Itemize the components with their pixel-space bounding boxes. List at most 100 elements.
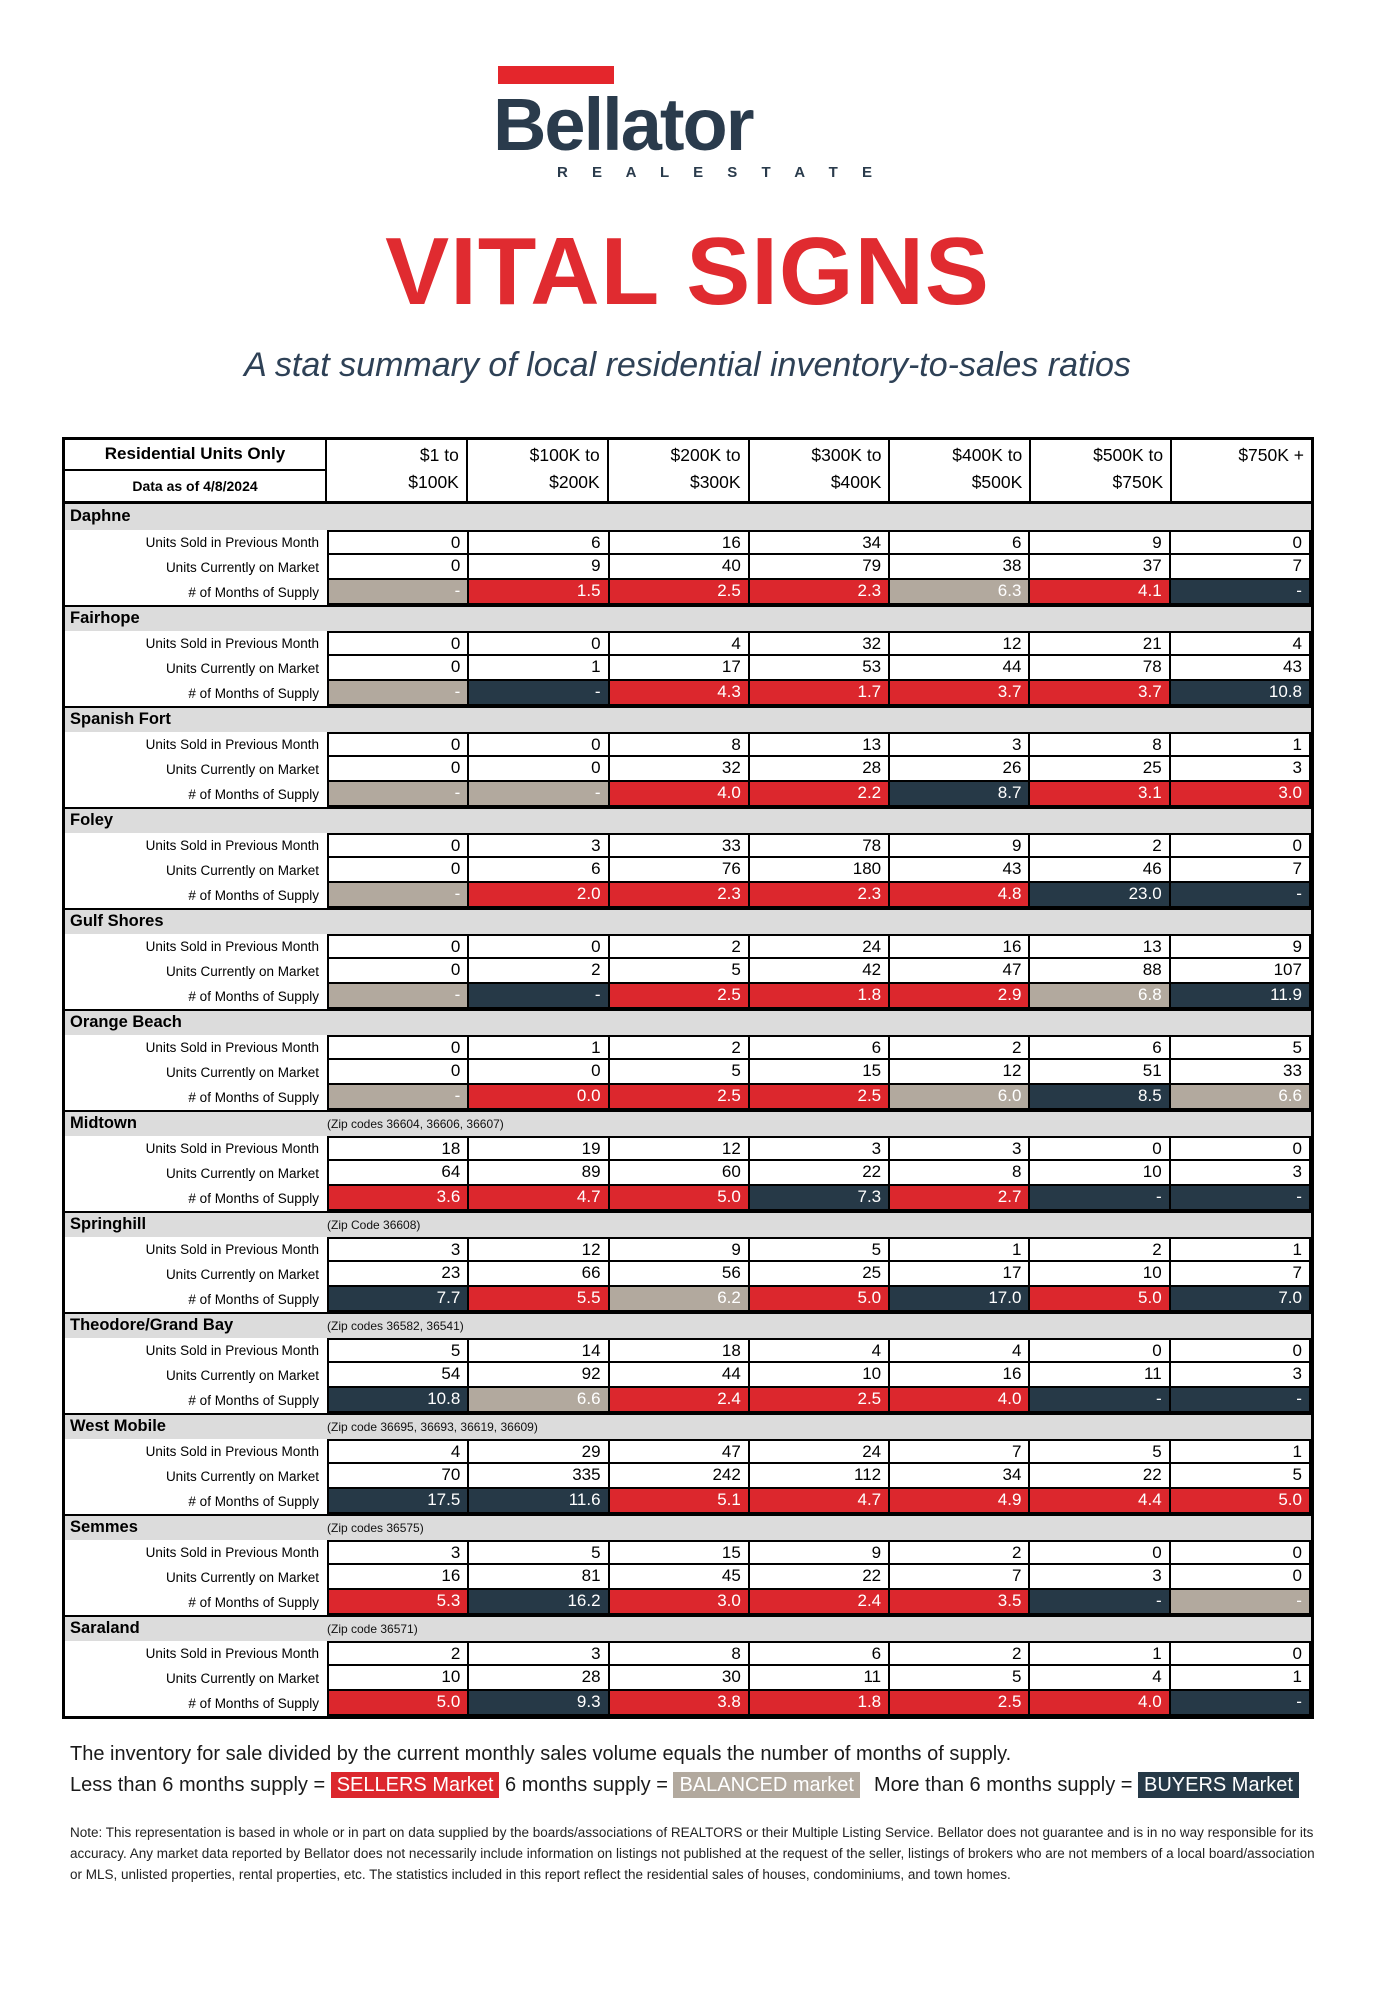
row-values: 0 0 32 28 26 25 3	[327, 756, 1311, 782]
area-zip-note: (Zip codes 36575)	[327, 1520, 424, 1535]
table-corner-cell: Residential Units Only Data as of 4/8/20…	[65, 439, 327, 501]
supply-cell-balanced: 6.8	[1030, 983, 1171, 1009]
supply-cell-sellers: 5.0	[1170, 1488, 1311, 1514]
row-values: 7.7 5.5 6.2 5.0 17.0 5.0 7.0	[327, 1286, 1311, 1312]
value-cell: 2	[1030, 1236, 1171, 1262]
row-months-of-supply: # of Months of Supply -1.5 2.5 2.3 6.3 4.1-	[65, 579, 1311, 605]
price-col-header-0: $1 to $100K	[327, 440, 466, 501]
value-cell: 0	[327, 958, 470, 984]
row-values: 3 5 15 9 2 0 0	[327, 1539, 1311, 1565]
supply-cell-sellers: 5.1	[609, 1488, 750, 1514]
row-units-sold: Units Sold in Previous Month 5 14 18 4 4 0 0	[65, 1337, 1311, 1363]
value-cell: 44	[609, 1362, 750, 1388]
balanced-market-swatch: BALANCED market	[673, 1771, 860, 1798]
supply-cell-sellers: 5.0	[609, 1185, 750, 1211]
supply-cell-sellers: 2.9	[890, 983, 1031, 1009]
row-label: Units Currently on Market	[165, 559, 319, 575]
supply-cell-sellers: 4.1	[1030, 579, 1171, 605]
row-months-of-supply: # of Months of Supply - -2.5 1.8 2.9 6.8 11.9	[65, 983, 1311, 1009]
value-cell: 5	[890, 1665, 1031, 1691]
value-cell: 64	[327, 1160, 470, 1186]
row-units-on-market: Units Currently on Market 0 6 76 180 43 46 7	[65, 857, 1311, 883]
value-cell: 4	[1030, 1665, 1171, 1691]
row-label: Units Currently on Market	[165, 1266, 319, 1282]
supply-cell-sellers: 3.7	[890, 680, 1031, 706]
row-label: Units Sold in Previous Month	[145, 534, 319, 550]
row-label: Units Currently on Market	[165, 1367, 319, 1383]
supply-cell-sellers: 4.7	[469, 1185, 610, 1211]
row-values: - -2.5 1.8 2.9 6.8 11.9	[327, 983, 1311, 1009]
value-cell: 21	[1030, 630, 1171, 656]
row-units-sold: Units Sold in Previous Month 4 29 47 24 7 5 1	[65, 1438, 1311, 1464]
value-cell: 45	[609, 1564, 750, 1590]
row-label: # of Months of Supply	[188, 1089, 319, 1105]
supply-cell-balanced: -	[327, 983, 470, 1009]
supply-cell-buyers: 7.0	[1170, 1286, 1311, 1312]
price-col-line1: $500K to	[1093, 444, 1164, 465]
row-label: Units Currently on Market	[165, 1670, 319, 1686]
legend-key-line: Less than 6 months supply = SELLERS Mark…	[70, 1771, 1375, 1798]
value-cell: 0	[327, 933, 470, 959]
supply-cell-balanced: 6.3	[890, 579, 1031, 605]
row-units-sold: Units Sold in Previous Month 0 0 4 32 12 21 4	[65, 630, 1311, 656]
value-cell: 6	[469, 857, 610, 883]
supply-cell-sellers: 4.8	[890, 882, 1031, 908]
value-cell: 6	[1030, 1034, 1171, 1060]
value-cell: 78	[1030, 655, 1171, 681]
row-label: Units Currently on Market	[165, 1468, 319, 1484]
area-daphne: Daphne Units Sold in Previous Month 0 6 16 34…	[65, 503, 1311, 605]
price-col-header-1: $100K to $200K	[465, 439, 607, 501]
value-cell: 28	[749, 756, 891, 782]
supply-cell-sellers: 4.0	[1030, 1690, 1171, 1716]
row-label: Units Currently on Market	[165, 1569, 319, 1585]
value-cell: 0	[1170, 529, 1311, 555]
price-col-line2	[1174, 469, 1304, 497]
area-header-daphne: Daphne	[65, 503, 1311, 530]
supply-cell-sellers: 2.4	[749, 1589, 891, 1615]
supply-cell-buyers: -	[1170, 1690, 1311, 1716]
value-cell: 4	[1170, 630, 1311, 656]
value-cell: 2	[609, 933, 750, 959]
value-cell: 76	[609, 857, 750, 883]
value-cell: 7	[1170, 857, 1311, 883]
row-units-on-market: Units Currently on Market 54 92 44 10 16 11 3	[65, 1362, 1311, 1388]
area-saraland: Saraland (Zip code 36571) Units Sold in Pr…	[65, 1614, 1311, 1716]
value-cell: 16	[890, 1362, 1031, 1388]
row-values: 0 1 17 53 44 78 43	[327, 655, 1311, 681]
value-cell: 0	[327, 857, 470, 883]
supply-cell-buyers: 9.3	[469, 1690, 610, 1716]
area-blocks: Daphne Units Sold in Previous Month 0 6 16 34…	[65, 503, 1311, 1716]
price-col-line2: $200K	[549, 472, 600, 493]
area-name: Orange Beach	[70, 1013, 182, 1032]
value-cell: 7	[1170, 1261, 1311, 1287]
value-cell: 30	[609, 1665, 750, 1691]
value-cell: 0	[469, 630, 610, 656]
row-label: Units Currently on Market	[165, 1165, 319, 1181]
row-values: 0 0 8 13 3 8 1	[327, 731, 1311, 757]
area-name: Gulf Shores	[70, 912, 164, 931]
row-months-of-supply: # of Months of Supply 3.6 4.7 5.0 7.3 2.7- -	[65, 1185, 1311, 1211]
supply-cell-balanced: -	[1170, 1589, 1311, 1615]
value-cell: 5	[469, 1539, 610, 1565]
corner-title: Residential Units Only	[65, 440, 325, 471]
value-cell: 17	[609, 655, 750, 681]
price-col-line1: $100K to	[529, 444, 600, 465]
logo-red-bar-icon	[497, 66, 614, 84]
value-cell: 18	[609, 1337, 750, 1363]
area-foley: Foley Units Sold in Previous Month 0 3 33 78 9…	[65, 806, 1311, 908]
value-cell: 180	[749, 857, 891, 883]
supply-cell-sellers: 1.7	[749, 680, 891, 706]
area-gulf-shores: Gulf Shores Units Sold in Previous Month 0…	[65, 907, 1311, 1009]
row-values: 3 12 9 5 1 2 1	[327, 1236, 1311, 1262]
supply-cell-sellers: 1.8	[749, 983, 891, 1009]
area-orange-beach: Orange Beach Units Sold in Previous Month…	[65, 1008, 1311, 1110]
supply-cell-buyers: 8.5	[1030, 1084, 1171, 1110]
supply-cell-sellers: 3.7	[1030, 680, 1171, 706]
row-values: 10.8 6.6 2.4 2.5 4.0- -	[327, 1387, 1311, 1413]
area-name: Spanish Fort	[70, 710, 171, 729]
value-cell: 70	[327, 1463, 470, 1489]
row-units-sold: Units Sold in Previous Month 0 6 16 34 6 9 0	[65, 529, 1311, 555]
row-units-sold: Units Sold in Previous Month 0 0 8 13 3 8 1	[65, 731, 1311, 757]
value-cell: 22	[749, 1160, 891, 1186]
